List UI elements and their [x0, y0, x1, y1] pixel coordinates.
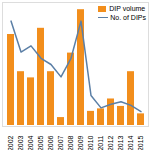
svg-text:2012: 2012	[107, 135, 114, 150]
svg-text:2013: 2013	[117, 135, 124, 150]
svg-text:2006: 2006	[47, 135, 54, 150]
svg-text:2003: 2003	[17, 135, 24, 150]
svg-text:2011: 2011	[97, 135, 104, 150]
html-text:DIP volume: DIP volume	[109, 5, 146, 12]
svg-text:2004: 2004	[27, 135, 34, 150]
svg-text:2014: 2014	[127, 135, 134, 150]
html-text:No. of DIPs: No. of DIPs	[110, 14, 146, 21]
svg-text:2002: 2002	[7, 135, 14, 150]
svg-text:2007: 2007	[57, 135, 64, 150]
svg-text:2008: 2008	[67, 135, 74, 150]
svg-text:2009: 2009	[77, 135, 84, 150]
svg-text:2005: 2005	[37, 135, 44, 150]
svg-text:2010: 2010	[87, 135, 94, 150]
svg-text:2015: 2015	[137, 135, 144, 150]
